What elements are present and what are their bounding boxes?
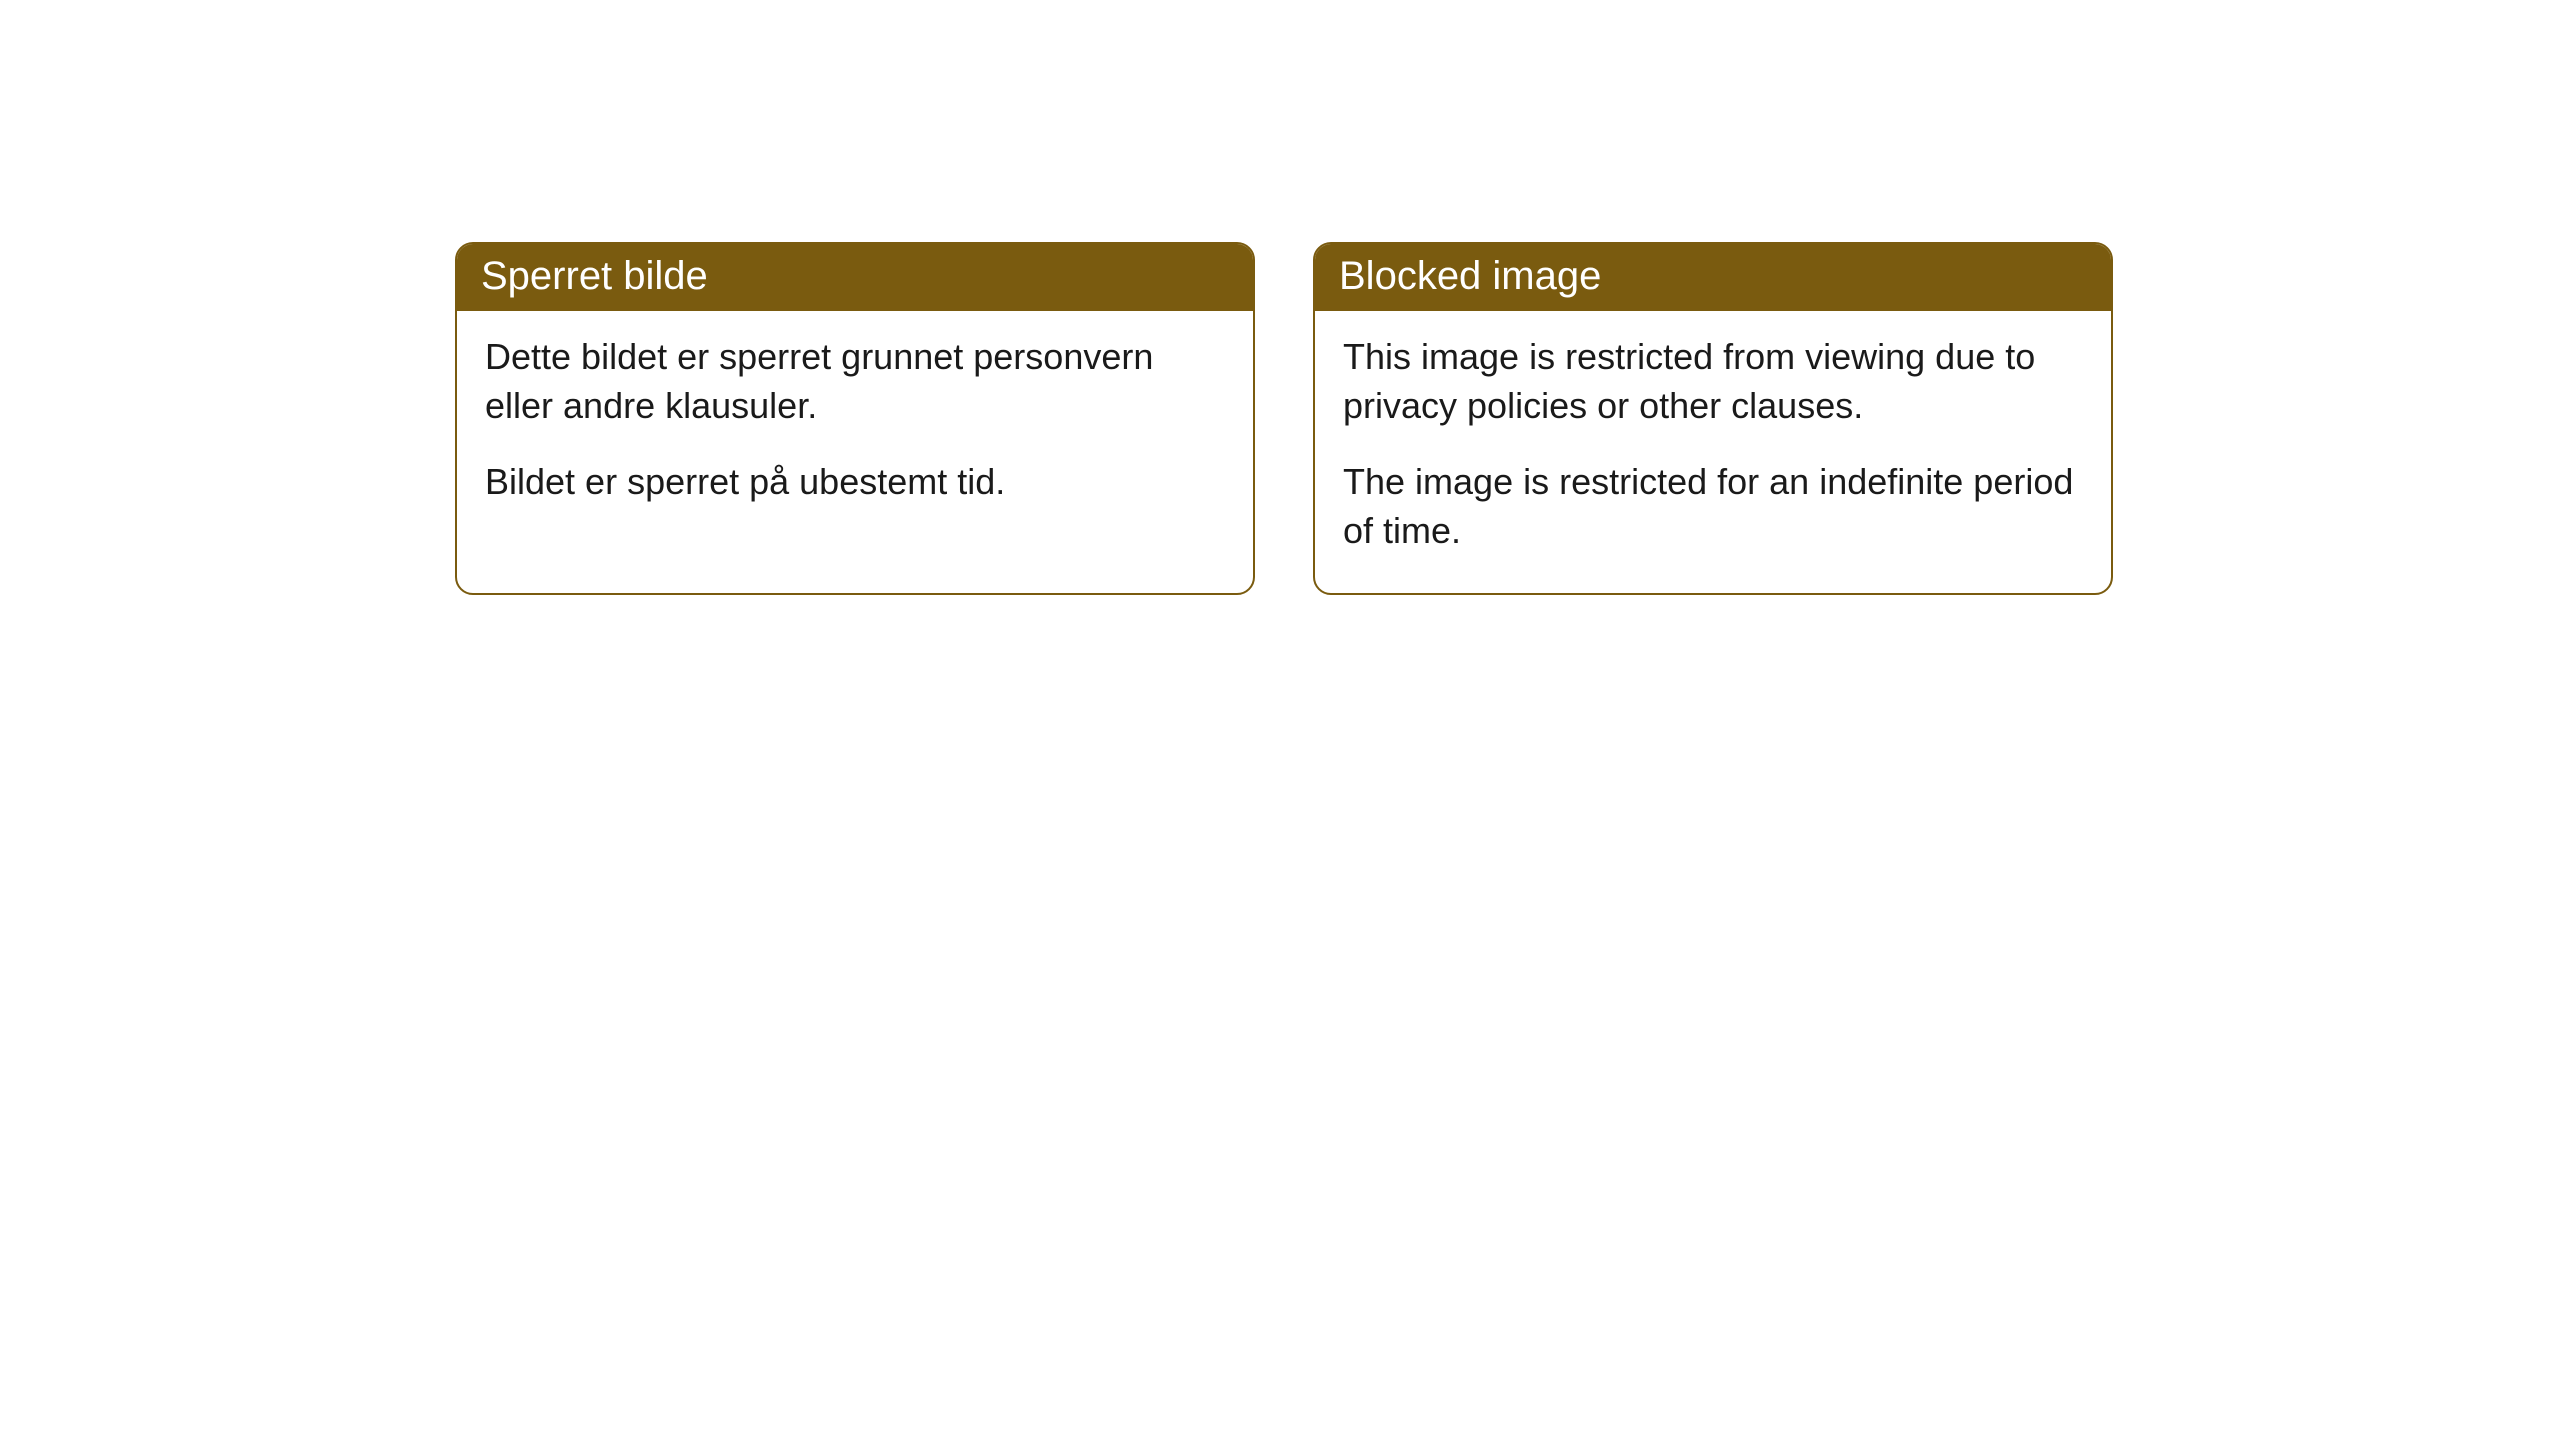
card-paragraph: Bildet er sperret på ubestemt tid. [485,458,1225,507]
card-paragraph: The image is restricted for an indefinit… [1343,458,2083,555]
card-body: This image is restricted from viewing du… [1315,311,2111,593]
card-header: Sperret bilde [457,244,1253,311]
card-header: Blocked image [1315,244,2111,311]
card-paragraph: Dette bildet er sperret grunnet personve… [485,333,1225,430]
blocked-image-card-en: Blocked image This image is restricted f… [1313,242,2113,595]
blocked-image-card-no: Sperret bilde Dette bildet er sperret gr… [455,242,1255,595]
cards-container: Sperret bilde Dette bildet er sperret gr… [455,242,2560,595]
card-paragraph: This image is restricted from viewing du… [1343,333,2083,430]
card-body: Dette bildet er sperret grunnet personve… [457,311,1253,545]
